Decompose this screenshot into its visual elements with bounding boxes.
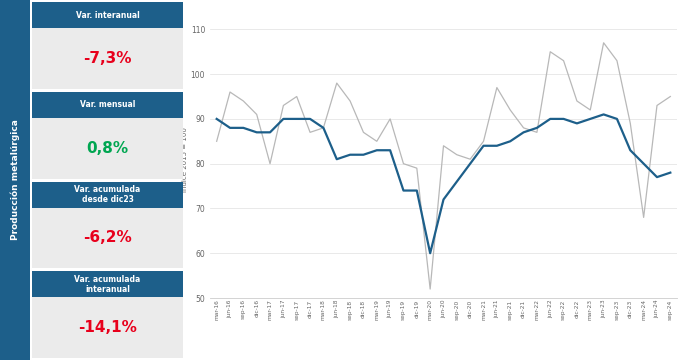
Text: Var. acumulada
desde dic23: Var. acumulada desde dic23 xyxy=(74,185,140,204)
Text: Var. interanual: Var. interanual xyxy=(76,10,139,19)
Text: -14,1%: -14,1% xyxy=(78,320,137,335)
Text: -6,2%: -6,2% xyxy=(83,230,132,246)
Text: Var. mensual: Var. mensual xyxy=(80,100,135,109)
Text: Producción metalúrgica: Producción metalúrgica xyxy=(10,120,20,240)
Y-axis label: Índice 2015 = 100: Índice 2015 = 100 xyxy=(181,127,188,192)
Text: Var. acumulada
interanual: Var. acumulada interanual xyxy=(74,275,140,294)
Text: -7,3%: -7,3% xyxy=(83,51,132,66)
Text: 0,8%: 0,8% xyxy=(87,141,129,156)
